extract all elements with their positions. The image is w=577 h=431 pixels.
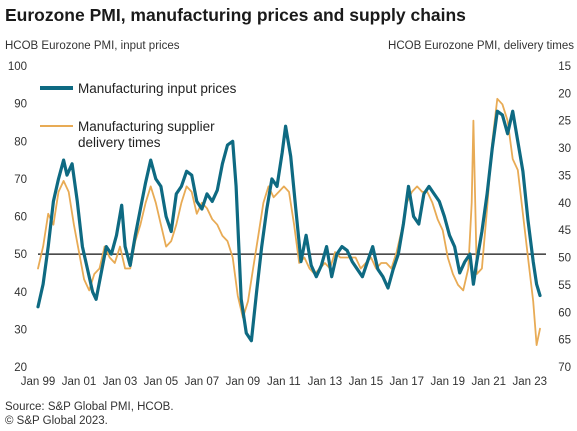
series-layer — [36, 97, 542, 346]
left-tick-label: 90 — [14, 99, 27, 111]
left-tick-label: 30 — [14, 324, 27, 336]
legend-label-input-prices: Manufacturing input prices — [78, 81, 237, 96]
right-axis-ticks: 15 20 25 30 35 40 45 50 55 60 65 70 — [558, 61, 571, 374]
right-axis-title: HCOB Eurozone PMI, delivery times — [388, 40, 574, 52]
x-tick-label: Jan 09 — [226, 376, 261, 388]
right-tick-label: 70 — [558, 362, 571, 374]
source-note: Source: S&P Global PMI, HCOB. — [5, 401, 174, 413]
right-tick-label: 25 — [558, 116, 571, 128]
x-tick-label: Jan 11 — [267, 376, 301, 388]
left-tick-label: 60 — [14, 212, 27, 224]
x-tick-label: Jan 13 — [308, 376, 343, 388]
x-tick-label: Jan 15 — [349, 376, 384, 388]
x-tick-label: Jan 99 — [21, 376, 56, 388]
right-tick-label: 45 — [558, 225, 571, 237]
x-tick-label: Jan 05 — [144, 376, 179, 388]
left-tick-label: 80 — [14, 136, 27, 148]
right-tick-label: 40 — [558, 198, 571, 210]
legend-label-delivery-times: Manufacturing supplier delivery times — [78, 119, 215, 150]
left-tick-label: 50 — [14, 249, 27, 261]
x-tick-label: Jan 21 — [472, 376, 507, 388]
left-tick-label: 100 — [8, 61, 27, 73]
x-tick-label: Jan 19 — [431, 376, 466, 388]
series-line-input-prices — [36, 109, 542, 343]
left-tick-label: 40 — [14, 287, 27, 299]
x-tick-label: Jan 17 — [390, 376, 425, 388]
right-tick-label: 30 — [558, 143, 571, 155]
left-tick-label: 70 — [14, 174, 27, 186]
x-axis-ticks: Jan 99 Jan 01 Jan 03 Jan 05 Jan 07 Jan 09 Jan … — [21, 376, 547, 388]
left-axis-title: HCOB Eurozone PMI, input prices — [5, 40, 180, 52]
x-tick-label: Jan 23 — [512, 376, 547, 388]
copyright-note: © S&P Global 2023. — [5, 415, 108, 427]
left-axis-ticks: 20 30 40 50 60 70 80 90 100 — [8, 61, 27, 374]
right-tick-label: 50 — [558, 253, 571, 265]
right-tick-label: 20 — [558, 88, 571, 100]
right-tick-label: 35 — [558, 170, 571, 182]
chart-title: Eurozone PMI, manufacturing prices and s… — [5, 5, 466, 25]
x-tick-label: Jan 07 — [185, 376, 220, 388]
legend: Manufacturing input prices Manufacturing… — [40, 81, 237, 150]
series-line-delivery-times — [37, 97, 541, 346]
right-tick-label: 60 — [558, 307, 571, 319]
x-tick-label: Jan 01 — [62, 376, 97, 388]
left-tick-label: 20 — [14, 362, 27, 374]
x-tick-label: Jan 03 — [103, 376, 138, 388]
right-tick-label: 55 — [558, 280, 571, 292]
right-tick-label: 65 — [558, 335, 571, 347]
right-tick-label: 15 — [558, 61, 571, 73]
